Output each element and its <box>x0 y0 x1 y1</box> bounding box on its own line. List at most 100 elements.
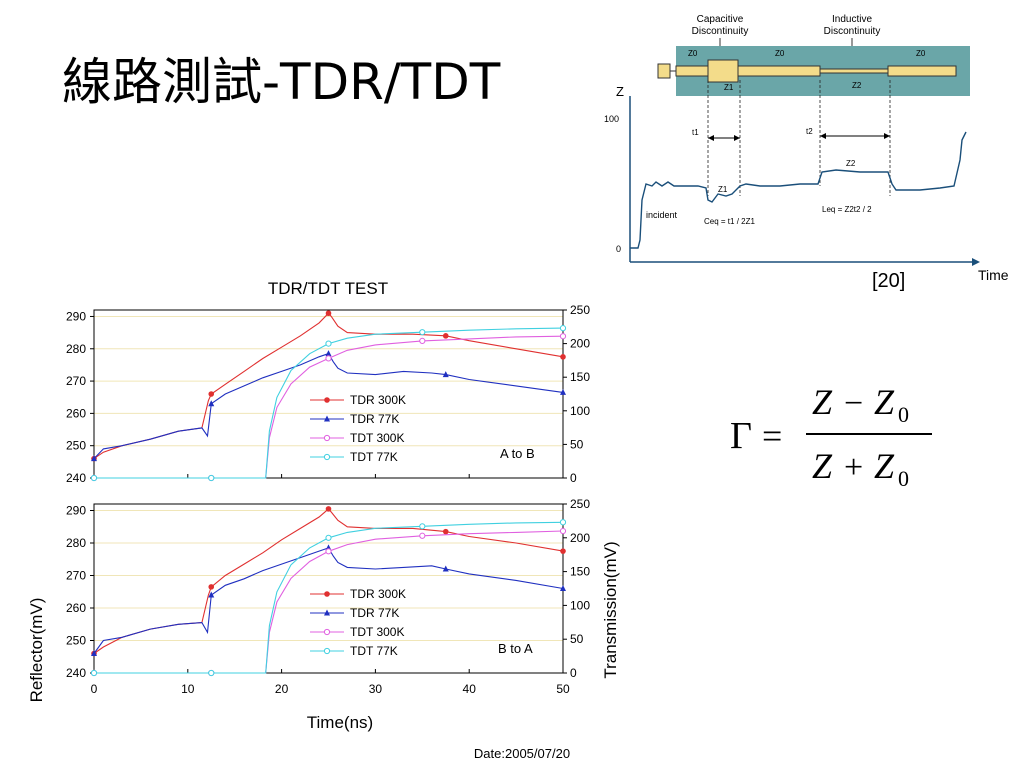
y-tick-label: 280 <box>66 342 86 356</box>
y-tick-label: 290 <box>66 309 86 323</box>
gamma-symbol: Γ <box>730 415 752 457</box>
x-tick-label: 20 <box>275 682 289 696</box>
y-tick-label: 270 <box>66 569 86 583</box>
chart-title: TDR/TDT TEST <box>268 279 388 298</box>
z0-label-a: Z0 <box>688 49 698 58</box>
y2-tick-label: 200 <box>570 337 590 351</box>
tdr-waveform <box>630 131 967 249</box>
y-tick-label: 270 <box>66 374 86 388</box>
legend-marker <box>324 397 330 403</box>
y2-tick-label: 250 <box>570 497 590 511</box>
panel-label: B to A <box>498 641 533 656</box>
reference-label: [20] <box>872 270 906 292</box>
legend-label: TDT 77K <box>350 644 398 658</box>
tdr-tdt-chart: TDR/TDT TEST 240250260270280290050100150… <box>27 279 620 761</box>
ceq-formula: Ceq = t1 / 2Z1 <box>704 217 755 226</box>
y-tick-label: 280 <box>66 536 86 550</box>
denominator-z0: Z <box>874 446 895 486</box>
plot-frame <box>93 503 564 674</box>
data-marker <box>560 388 566 395</box>
y2-tick-label: 50 <box>570 632 584 646</box>
reflection-formula: Γ = Z − Z 0 Z + Z 0 <box>730 382 932 491</box>
legend-marker <box>323 647 331 655</box>
legend-label: TDT 77K <box>350 450 398 464</box>
cap-label-2: Discontinuity <box>692 26 749 37</box>
panel-label: A to B <box>500 446 535 461</box>
numerator-op: − <box>844 385 863 422</box>
data-marker <box>442 371 449 378</box>
y-axis-label: Reflector(mV) <box>27 598 46 703</box>
data-marker <box>560 548 566 554</box>
data-marker <box>208 591 215 598</box>
y-tick-label: 290 <box>66 504 86 518</box>
x-tick-label: 10 <box>181 682 195 696</box>
y2-tick-label: 150 <box>570 370 590 384</box>
data-marker <box>325 340 332 347</box>
incident-label: incident <box>646 210 678 220</box>
y-tick-label: 240 <box>66 471 86 485</box>
z1-wave-label: Z1 <box>718 185 728 194</box>
denominator-sub: 0 <box>898 466 909 491</box>
y-tick-label: 250 <box>66 634 86 648</box>
data-marker <box>208 400 215 407</box>
legend-marker <box>323 628 331 636</box>
y2-tick-label: 100 <box>570 404 590 418</box>
data-marker <box>560 354 566 360</box>
legend-marker <box>324 591 330 597</box>
data-marker <box>419 523 426 530</box>
x-tick-label: 0 <box>91 682 98 696</box>
x-tick-label: 40 <box>463 682 477 696</box>
diagram-y-0: 0 <box>616 244 621 254</box>
data-marker <box>208 669 215 677</box>
slide-title: 線路測試-TDR/TDT <box>62 53 501 111</box>
ind-label-1: Inductive <box>832 14 872 25</box>
legend-label: TDT 300K <box>350 625 404 639</box>
data-marker <box>90 669 98 677</box>
y2-tick-label: 50 <box>570 437 584 451</box>
data-marker <box>559 325 567 332</box>
equals-sign: = <box>762 416 782 456</box>
data-marker <box>559 333 567 340</box>
cap-label-1: Capacitive <box>697 14 744 25</box>
numerator-z: Z <box>812 382 833 422</box>
legend-marker <box>324 415 330 422</box>
y-tick-label: 240 <box>66 666 86 680</box>
data-marker <box>442 333 449 339</box>
panel-a-to-b: 240 250 260 270 280 290 0 50 100 150 200 250 TDR 300… <box>66 303 590 485</box>
y-tick-label: 250 <box>66 439 86 453</box>
line-segment-z2 <box>819 68 889 74</box>
t2-label: t2 <box>806 127 813 136</box>
ind-label-2: Discontinuity <box>824 26 881 37</box>
data-marker <box>325 310 332 317</box>
y2-tick-label: 100 <box>570 598 590 612</box>
data-marker <box>325 506 332 512</box>
data-marker <box>559 519 567 526</box>
x-axis-label: Time(ns) <box>307 713 373 732</box>
y-tick-label: 260 <box>66 601 86 615</box>
y-tick-label: 260 <box>66 406 86 420</box>
panel-b-to-a: 240 250 260 270 280 290 0 50 100 150 200 250 TDR 300… <box>66 497 590 680</box>
line-segment-z0-b <box>737 65 821 77</box>
series-line-tdt-77k <box>94 327 564 479</box>
z1-label-top: Z1 <box>724 83 734 92</box>
legend-label: TDT 300K <box>350 431 404 445</box>
x-tick-label: 50 <box>556 682 570 696</box>
legend-marker <box>323 453 331 461</box>
data-marker <box>419 329 426 336</box>
numerator-sub: 0 <box>898 402 909 427</box>
data-marker <box>442 528 449 535</box>
data-marker <box>560 585 566 591</box>
y2-tick-label: 0 <box>570 471 577 485</box>
data-marker <box>208 391 215 397</box>
data-marker <box>91 650 97 656</box>
x-tick-labels: 0 10 20 30 40 50 <box>91 682 570 696</box>
line-segment-z0-a <box>675 65 709 77</box>
denominator-z: Z <box>812 446 833 486</box>
line-segment-z0-c <box>887 65 957 77</box>
data-marker <box>208 584 215 590</box>
date-label: Date:2005/07/20 <box>474 746 570 761</box>
x-tick-label: 30 <box>369 682 383 696</box>
y2-tick-label: 250 <box>570 303 590 317</box>
legend-label: TDR 300K <box>350 587 406 601</box>
data-marker <box>90 474 98 482</box>
